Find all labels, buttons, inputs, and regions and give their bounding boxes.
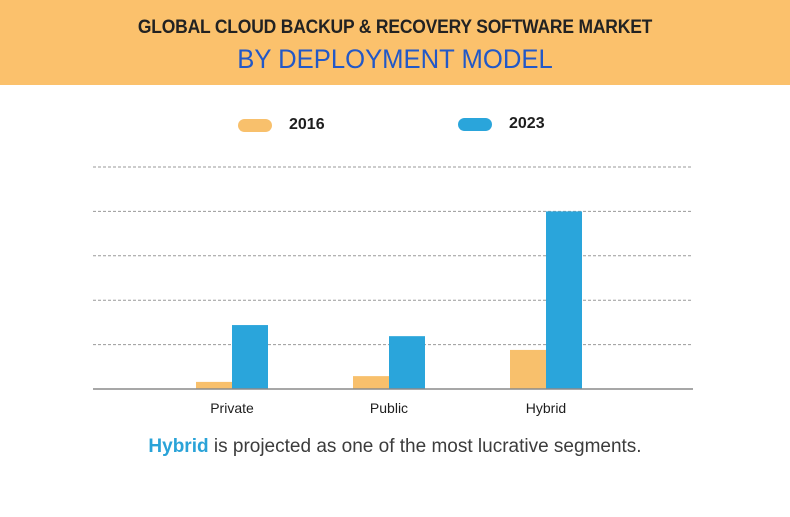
legend-label-2016: 2016 xyxy=(289,116,325,133)
bar-hybrid-2016 xyxy=(510,349,546,389)
x-tick-label-private: Private xyxy=(210,400,254,416)
gridlines xyxy=(93,166,693,346)
bar-public-2023 xyxy=(389,336,425,389)
bar-hybrid-2023 xyxy=(546,211,582,389)
legend-item-2016: 2016 xyxy=(238,116,325,134)
legend-swatch-2023 xyxy=(458,117,492,131)
legend-item-2023: 2023 xyxy=(458,115,545,133)
x-tick-labels: Private Public Hybrid xyxy=(210,400,566,416)
footer-caption: Hybrid is projected as one of the most l… xyxy=(0,436,790,458)
footer-highlight: Hybrid xyxy=(148,436,209,457)
bar-private-2023 xyxy=(232,325,268,389)
chart-subtitle: BY DEPLOYMENT MODEL xyxy=(237,44,553,74)
footer-text: is projected as one of the most lucrativ… xyxy=(208,436,642,457)
legend-swatch-2016 xyxy=(238,118,272,132)
bars xyxy=(196,211,582,389)
x-tick-label-hybrid: Hybrid xyxy=(526,400,566,416)
bar-private-2016 xyxy=(196,381,232,389)
chart-header: GLOBAL CLOUD BACKUP & RECOVERY SOFTWARE … xyxy=(0,0,790,85)
chart-title: GLOBAL CLOUD BACKUP & RECOVERY SOFTWARE … xyxy=(137,17,653,38)
bar-public-2016 xyxy=(353,376,389,389)
legend-label-2023: 2023 xyxy=(509,115,545,132)
x-tick-label-public: Public xyxy=(370,400,408,416)
